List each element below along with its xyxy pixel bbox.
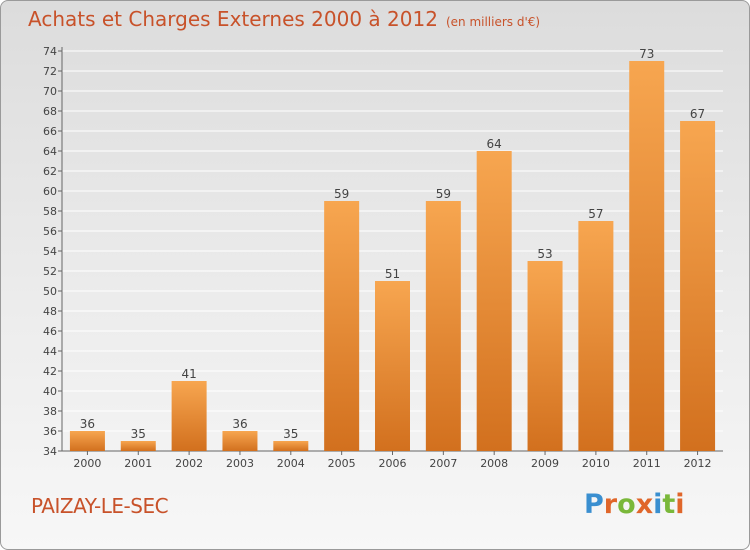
y-tick-label: 48 (43, 305, 57, 318)
proxiti-logo: Proxiti (584, 489, 685, 520)
data-label: 41 (181, 367, 196, 381)
data-label: 67 (690, 107, 705, 121)
brand-letter: x (635, 489, 654, 520)
y-tick-label: 70 (43, 85, 57, 98)
x-tick-label: 2012 (684, 457, 712, 470)
y-tick-label: 46 (43, 325, 57, 338)
data-label: 35 (283, 427, 298, 441)
y-tick-label: 34 (43, 445, 57, 458)
y-tick-label: 62 (43, 165, 57, 178)
x-tick-labels: 2000 2001 2002 2003 2004 2005 2006 2007 2008 2009… (73, 451, 712, 470)
bars (69, 61, 716, 451)
y-tick-label: 44 (43, 345, 57, 358)
data-label: 36 (80, 417, 95, 431)
brand-letter: t (662, 489, 676, 520)
data-label: 53 (537, 247, 552, 261)
chart-title: Achats et Charges Externes 2000 à 2012 (e… (28, 7, 540, 31)
y-tick-label: 68 (43, 105, 57, 118)
data-labels: 36 35 41 36 35 59 51 59 64 53 57 73 67 (80, 47, 705, 441)
data-label: 57 (588, 207, 603, 221)
y-tick-label: 38 (43, 405, 57, 418)
y-tick-label: 72 (43, 65, 57, 78)
data-label: 35 (131, 427, 146, 441)
data-label: 59 (334, 187, 349, 201)
y-tick-label: 66 (43, 125, 57, 138)
x-tick-label: 2009 (531, 457, 559, 470)
bar (273, 441, 309, 451)
data-label: 51 (385, 267, 400, 281)
y-tick-label: 52 (43, 265, 57, 278)
y-tick-label: 64 (43, 145, 57, 158)
bar (629, 61, 665, 451)
x-tick-label: 2000 (73, 457, 101, 470)
y-tick-label: 60 (43, 185, 57, 198)
brand-letter: o (617, 489, 636, 520)
bar (324, 201, 360, 451)
title-text: Achats et Charges Externes 2000 à 2012 (28, 7, 438, 31)
bar (120, 441, 156, 451)
x-tick-label: 2011 (633, 457, 661, 470)
x-tick-label: 2008 (480, 457, 508, 470)
x-tick-label: 2002 (175, 457, 203, 470)
x-tick-label: 2005 (328, 457, 356, 470)
y-tick-label: 40 (43, 385, 57, 398)
bar (527, 261, 563, 451)
y-tick-label: 58 (43, 205, 57, 218)
brand-letter: P (584, 489, 604, 520)
y-tick-label: 42 (43, 365, 57, 378)
y-tick-labels: 34 36 38 40 42 44 46 48 50 52 54 56 58 60 62 64 66 68 70 72… (43, 45, 57, 458)
y-tick-label: 74 (43, 45, 57, 58)
bar (680, 121, 716, 451)
bar (375, 281, 410, 451)
bar (171, 381, 207, 451)
x-tick-label: 2010 (582, 457, 610, 470)
data-label: 64 (487, 137, 502, 151)
y-tick-label: 36 (43, 425, 57, 438)
y-tick-label: 56 (43, 225, 57, 238)
bar (69, 431, 105, 451)
data-label: 36 (232, 417, 247, 431)
bar (578, 221, 614, 451)
y-tick-label: 54 (43, 245, 57, 258)
x-tick-label: 2006 (379, 457, 407, 470)
bar (476, 151, 512, 451)
x-tick-label: 2001 (124, 457, 152, 470)
y-tick-label: 50 (43, 285, 57, 298)
brand-letter: r (603, 489, 618, 520)
x-tick-label: 2007 (429, 457, 457, 470)
town-name: PAIZAY-LE-SEC (31, 494, 169, 518)
units-label: (en milliers d'€) (445, 15, 541, 29)
x-tick-label: 2003 (226, 457, 254, 470)
bar (425, 201, 461, 451)
data-label: 73 (639, 47, 654, 61)
brand-letter: i (675, 489, 685, 520)
data-label: 59 (436, 187, 451, 201)
brand-letter: i (653, 489, 663, 520)
x-tick-label: 2004 (277, 457, 305, 470)
bar (222, 431, 258, 451)
